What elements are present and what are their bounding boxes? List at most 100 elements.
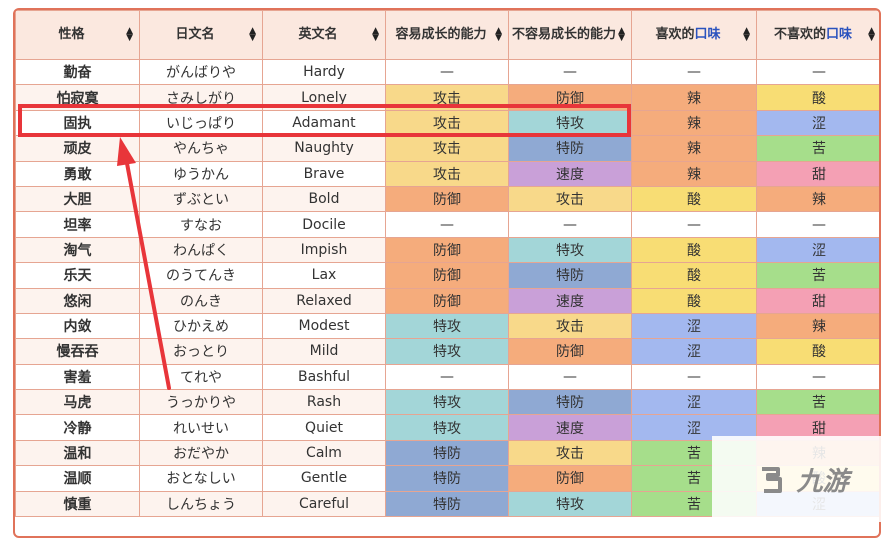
decreased-stat-cell: 防御 xyxy=(508,338,632,365)
watermark-text: 九游 xyxy=(796,466,849,497)
decreased-stat-cell: 速度 xyxy=(508,287,632,314)
liked-flavor-cell: — xyxy=(631,363,757,391)
increased-stat-cell: 特防 xyxy=(385,465,509,492)
nature-name-cell: 勤奋 xyxy=(15,58,140,86)
japanese-name-cell: やんちゃ xyxy=(139,135,263,162)
liked-flavor-cell: 涩 xyxy=(631,312,757,340)
japanese-name-cell: わんぱく xyxy=(139,236,263,264)
header-decreased-stat[interactable]: 不容易成长的能力 ▲ ▼ xyxy=(508,10,632,60)
english-name-cell: Docile xyxy=(262,211,386,238)
increased-stat-cell: 特攻 xyxy=(385,414,509,441)
table-row: 勇敢 ゆうかん Brave 攻击 速度辣甜 xyxy=(15,160,879,187)
japanese-name-cell: うっかりや xyxy=(139,389,263,416)
english-name-cell: Lonely xyxy=(262,84,386,111)
liked-flavor-cell: 辣 xyxy=(631,84,757,111)
english-name-cell: Bold xyxy=(262,185,386,213)
nature-name-cell: 固执 xyxy=(15,109,140,137)
increased-stat-cell: 攻击 xyxy=(385,109,509,137)
disliked-flavor-cell: 甜 xyxy=(756,287,879,314)
english-name-cell: Adamant xyxy=(262,109,386,137)
table-row: 乐天 のうてんき Lax 防御 特防酸苦 xyxy=(15,262,879,289)
nature-name-cell: 顽皮 xyxy=(15,135,140,162)
decreased-stat-cell: 特防 xyxy=(508,135,632,162)
decreased-stat-cell: 攻击 xyxy=(508,312,632,340)
disliked-flavor-cell: 苦 xyxy=(756,262,879,289)
increased-stat-cell: 特防 xyxy=(385,439,509,467)
increased-stat-cell: 特攻 xyxy=(385,312,509,340)
header-liked-flavor[interactable]: 喜欢的口味 ▲ ▼ xyxy=(631,10,757,60)
decreased-stat-cell: — xyxy=(508,58,632,86)
english-name-cell: Lax xyxy=(262,262,386,289)
japanese-name-cell: てれや xyxy=(139,363,263,391)
english-name-cell: Calm xyxy=(262,439,386,467)
disliked-flavor-cell: 辣 xyxy=(756,185,879,213)
header-nature[interactable]: 性格 ▲ ▼ xyxy=(15,10,140,60)
header-increased-stat[interactable]: 容易成长的能力 ▲ ▼ xyxy=(385,10,509,60)
table-row: 害羞 てれや Bashful — — — — xyxy=(15,363,879,391)
decreased-stat-cell: 特攻 xyxy=(508,490,632,518)
disliked-flavor-cell: 涩 xyxy=(756,109,879,137)
sort-icon[interactable]: ▲ ▼ xyxy=(372,26,379,43)
increased-stat-cell: 防御 xyxy=(385,236,509,264)
sort-icon[interactable]: ▲ ▼ xyxy=(495,26,502,43)
sort-icon[interactable]: ▲ ▼ xyxy=(743,26,750,43)
header-japanese-name[interactable]: 日文名 ▲ ▼ xyxy=(139,10,263,60)
nature-name-cell: 淘气 xyxy=(15,236,140,264)
japanese-name-cell: いじっぱり xyxy=(139,109,263,137)
table-row: 马虎 うっかりや Rash 特攻 特防涩苦 xyxy=(15,389,879,416)
table-row: 固执 いじっぱり Adamant 攻击 特攻辣涩 xyxy=(15,109,879,137)
increased-stat-cell: — xyxy=(385,211,509,238)
sort-icon[interactable]: ▲ ▼ xyxy=(126,26,133,43)
japanese-name-cell: おとなしい xyxy=(139,465,263,492)
japanese-name-cell: ずぶとい xyxy=(139,185,263,213)
header-liked-flavor-label: 喜欢的口味 xyxy=(655,27,721,42)
sort-icon[interactable]: ▲ ▼ xyxy=(249,26,256,43)
increased-stat-cell: 防御 xyxy=(385,262,509,289)
disliked-flavor-cell: 酸 xyxy=(756,84,879,111)
disliked-flavor-cell: 苦 xyxy=(756,389,879,416)
table-row: 内敛 ひかえめ Modest 特攻 攻击涩辣 xyxy=(15,312,879,340)
liked-flavor-cell: 涩 xyxy=(631,338,757,365)
table-row: 坦率 すなお Docile — — — — xyxy=(15,211,879,238)
decreased-stat-cell: 防御 xyxy=(508,84,632,111)
english-name-cell: Gentle xyxy=(262,465,386,492)
disliked-flavor-cell: 甜 xyxy=(756,160,879,187)
increased-stat-cell: 攻击 xyxy=(385,160,509,187)
nature-name-cell: 温和 xyxy=(15,439,140,467)
increased-stat-cell: — xyxy=(385,363,509,391)
english-name-cell: Naughty xyxy=(262,135,386,162)
liked-flavor-cell: 酸 xyxy=(631,236,757,264)
japanese-name-cell: ひかえめ xyxy=(139,312,263,340)
sort-icon[interactable]: ▲ ▼ xyxy=(868,26,875,43)
decreased-stat-cell: 特攻 xyxy=(508,109,632,137)
header-disliked-flavor[interactable]: 不喜欢的口味 ▲ ▼ xyxy=(756,10,879,60)
decreased-stat-cell: 速度 xyxy=(508,160,632,187)
nature-name-cell: 勇敢 xyxy=(15,160,140,187)
increased-stat-cell: 特攻 xyxy=(385,389,509,416)
header-english-name[interactable]: 英文名 ▲ ▼ xyxy=(262,10,386,60)
table-row: 顽皮 やんちゃ Naughty 攻击 特防辣苦 xyxy=(15,135,879,162)
nature-name-cell: 怕寂寞 xyxy=(15,84,140,111)
table-row: 怕寂寞 さみしがり Lonely 攻击 防御辣酸 xyxy=(15,84,879,111)
table-row: 大胆 ずぶとい Bold 防御 攻击酸辣 xyxy=(15,185,879,213)
nature-name-cell: 乐天 xyxy=(15,262,140,289)
liked-flavor-cell: — xyxy=(631,58,757,86)
decreased-stat-cell: 特防 xyxy=(508,262,632,289)
liked-flavor-cell: 辣 xyxy=(631,160,757,187)
nature-name-cell: 坦率 xyxy=(15,211,140,238)
english-name-cell: Quiet xyxy=(262,414,386,441)
sort-icon[interactable]: ▲ ▼ xyxy=(618,26,625,43)
nature-name-cell: 慢吞吞 xyxy=(15,338,140,365)
nature-name-cell: 温顺 xyxy=(15,465,140,492)
liked-flavor-cell: 酸 xyxy=(631,287,757,314)
increased-stat-cell: 特防 xyxy=(385,490,509,518)
decreased-stat-cell: 特防 xyxy=(508,389,632,416)
disliked-flavor-cell: 酸 xyxy=(756,338,879,365)
nature-name-cell: 冷静 xyxy=(15,414,140,441)
nature-name-cell: 慎重 xyxy=(15,490,140,518)
increased-stat-cell: 攻击 xyxy=(385,135,509,162)
disliked-flavor-cell: — xyxy=(756,211,879,238)
watermark: 九游 xyxy=(712,436,891,522)
japanese-name-cell: しんちょう xyxy=(139,490,263,518)
disliked-flavor-cell: — xyxy=(756,363,879,391)
